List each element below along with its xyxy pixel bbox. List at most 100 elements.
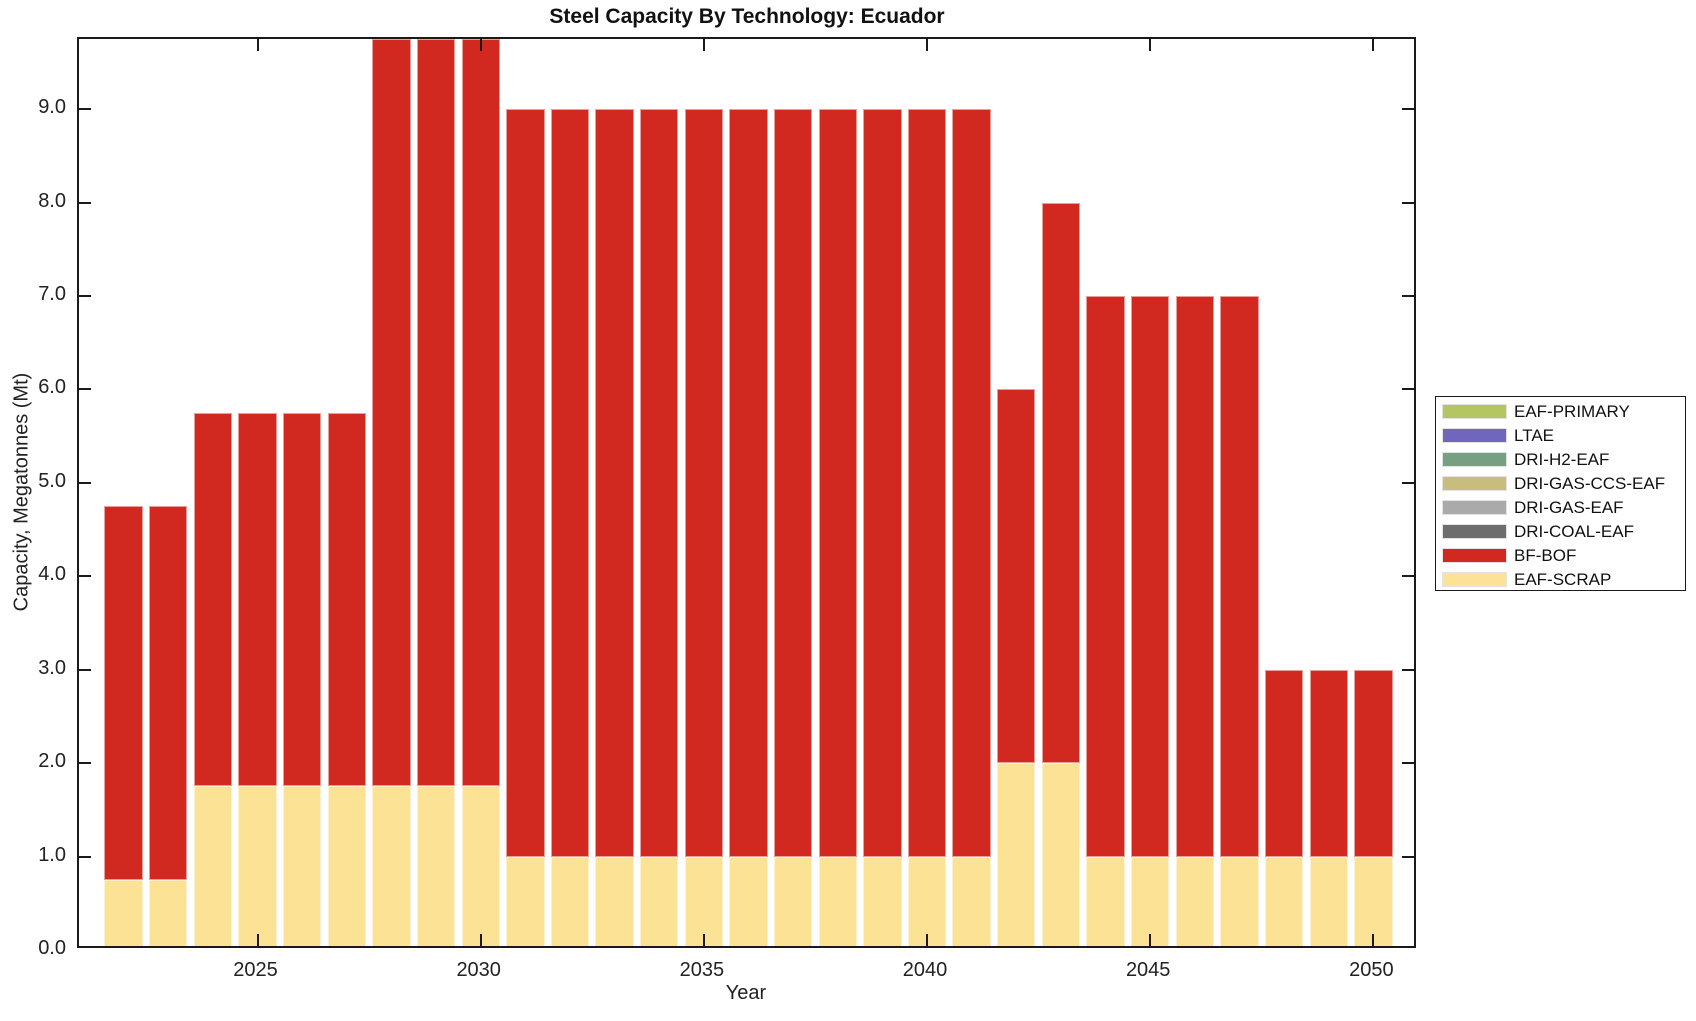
legend-swatch-bf-bof-icon <box>1442 548 1507 563</box>
x-tick-bottom <box>926 934 929 946</box>
legend-swatch-eaf-scrap-icon <box>1442 572 1507 587</box>
bar-segment-eaf-scrap-2026 <box>282 786 322 946</box>
legend-item-ltae: LTAE <box>1436 424 1685 448</box>
y-tick-label: 4.0 <box>38 563 66 586</box>
bar-segment-bf-bof-2043 <box>1041 202 1081 764</box>
bar-segment-bf-bof-2036 <box>729 109 768 857</box>
y-tick-label: 6.0 <box>38 376 66 399</box>
bar-segment-bf-bof-2026 <box>282 412 322 787</box>
y-tick-label: 2.0 <box>38 750 66 773</box>
legend-swatch-dri-coal-eaf-icon <box>1442 524 1507 539</box>
y-tick-right <box>1402 201 1414 204</box>
bar-segment-bf-bof-2038 <box>818 109 857 857</box>
legend-label: LTAE <box>1514 425 1554 445</box>
chart-title: Steel Capacity By Technology: Ecuador <box>549 5 945 28</box>
legend-label: DRI-COAL-EAF <box>1514 521 1634 541</box>
bar-segment-eaf-scrap-2039 <box>863 856 902 946</box>
bar-segment-bf-bof-2030 <box>461 39 500 787</box>
bar-segment-eaf-scrap-2041 <box>952 856 991 946</box>
legend-label: DRI-GAS-CCS-EAF <box>1514 473 1666 493</box>
bar-segment-bf-bof-2027 <box>327 412 366 787</box>
x-tick-top <box>256 39 259 51</box>
x-tick-label: 2045 <box>1125 959 1171 981</box>
x-tick-label: 2035 <box>679 959 725 981</box>
legend-swatch-dri-gas-ccs-eaf-icon <box>1442 476 1507 491</box>
y-tick-left <box>79 108 91 111</box>
bar-segment-eaf-scrap-2042 <box>997 763 1036 946</box>
y-tick-right <box>1402 108 1414 111</box>
legend-item-eaf-primary: EAF-PRIMARY <box>1436 400 1685 424</box>
bar-segment-eaf-scrap-2027 <box>327 786 366 946</box>
legend-item-dri-coal-eaf: DRI-COAL-EAF <box>1436 520 1685 544</box>
bar-segment-eaf-scrap-2044 <box>1086 856 1125 946</box>
bar-segment-bf-bof-2039 <box>863 109 902 857</box>
y-tick-right <box>1402 575 1414 578</box>
bar-segment-eaf-scrap-2033 <box>595 856 634 946</box>
y-tick-label: 1.0 <box>38 843 66 866</box>
legend-label: EAF-SCRAP <box>1514 569 1612 589</box>
legend: EAF-PRIMARY LTAE DRI-H2-EAF DRI-GAS-CCS-EAF… <box>1435 396 1686 591</box>
y-tick-label: 9.0 <box>38 96 66 119</box>
y-tick-right <box>1402 388 1414 391</box>
y-tick-right <box>1402 762 1414 765</box>
y-tick-left <box>79 388 91 391</box>
bar-segment-eaf-scrap-2050 <box>1354 856 1393 946</box>
x-tick-top <box>479 39 482 51</box>
bar-segment-bf-bof-2050 <box>1354 669 1393 857</box>
x-tick-label: 2025 <box>233 959 278 981</box>
bar-segment-bf-bof-2022 <box>104 506 143 880</box>
legend-swatch-eaf-primary-icon <box>1442 404 1507 419</box>
bar-segment-bf-bof-2029 <box>416 39 456 787</box>
bar-segment-bf-bof-2024 <box>193 412 233 787</box>
plot-area <box>77 37 1416 948</box>
x-tick-bottom <box>479 934 482 946</box>
bar-segment-bf-bof-2049 <box>1309 669 1348 857</box>
y-tick-left <box>79 201 91 204</box>
y-tick-right <box>1402 668 1414 671</box>
bar-segment-eaf-scrap-2035 <box>684 856 724 946</box>
legend-label: DRI-H2-EAF <box>1514 449 1610 469</box>
bar-segment-eaf-scrap-2048 <box>1264 856 1304 946</box>
bar-segment-eaf-scrap-2034 <box>640 856 679 946</box>
bar-segment-eaf-scrap-2030 <box>461 786 500 946</box>
bar-segment-bf-bof-2023 <box>149 506 188 880</box>
y-tick-left <box>79 855 91 858</box>
y-tick-left <box>79 294 91 297</box>
legend-swatch-dri-h2-eaf-icon <box>1442 452 1507 467</box>
bar-segment-bf-bof-2028 <box>372 39 411 787</box>
bar-segment-bf-bof-2037 <box>773 109 813 857</box>
x-tick-bottom <box>702 934 705 946</box>
bar-segment-eaf-scrap-2023 <box>149 879 188 946</box>
bar-segment-eaf-scrap-2022 <box>104 879 143 946</box>
bar-segment-eaf-scrap-2032 <box>550 856 590 946</box>
bar-segment-eaf-scrap-2046 <box>1175 856 1215 946</box>
y-tick-right <box>1402 294 1414 297</box>
x-axis-label: Year <box>725 982 767 1004</box>
y-tick-label: 3.0 <box>38 656 66 679</box>
y-tick-right <box>1402 481 1414 484</box>
bar-segment-eaf-scrap-2040 <box>907 856 947 946</box>
bar-segment-bf-bof-2031 <box>506 109 545 857</box>
legend-swatch-dri-gas-eaf-icon <box>1442 500 1507 515</box>
legend-item-eaf-scrap: EAF-SCRAP <box>1436 568 1685 592</box>
legend-item-bf-bof: BF-BOF <box>1436 544 1685 568</box>
bar-segment-bf-bof-2048 <box>1264 669 1304 857</box>
y-tick-right <box>1402 855 1414 858</box>
x-tick-top <box>1372 39 1375 51</box>
y-tick-left <box>79 762 91 765</box>
x-tick-label: 2030 <box>456 959 501 981</box>
bar-segment-eaf-scrap-2031 <box>506 856 545 946</box>
legend-label: BF-BOF <box>1514 545 1577 565</box>
bar-segment-bf-bof-2045 <box>1131 295 1170 857</box>
legend-label: DRI-GAS-EAF <box>1514 497 1624 517</box>
y-tick-label: 8.0 <box>38 189 66 212</box>
bar-segment-eaf-scrap-2028 <box>372 786 411 946</box>
bar-segment-eaf-scrap-2038 <box>818 856 857 946</box>
x-tick-top <box>926 39 929 51</box>
bar-segment-eaf-scrap-2025 <box>238 786 277 946</box>
bar-segment-bf-bof-2040 <box>907 109 947 857</box>
legend-label: EAF-PRIMARY <box>1514 401 1630 421</box>
bar-segment-eaf-scrap-2043 <box>1041 763 1081 946</box>
legend-item-dri-gas-ccs-eaf: DRI-GAS-CCS-EAF <box>1436 472 1685 496</box>
